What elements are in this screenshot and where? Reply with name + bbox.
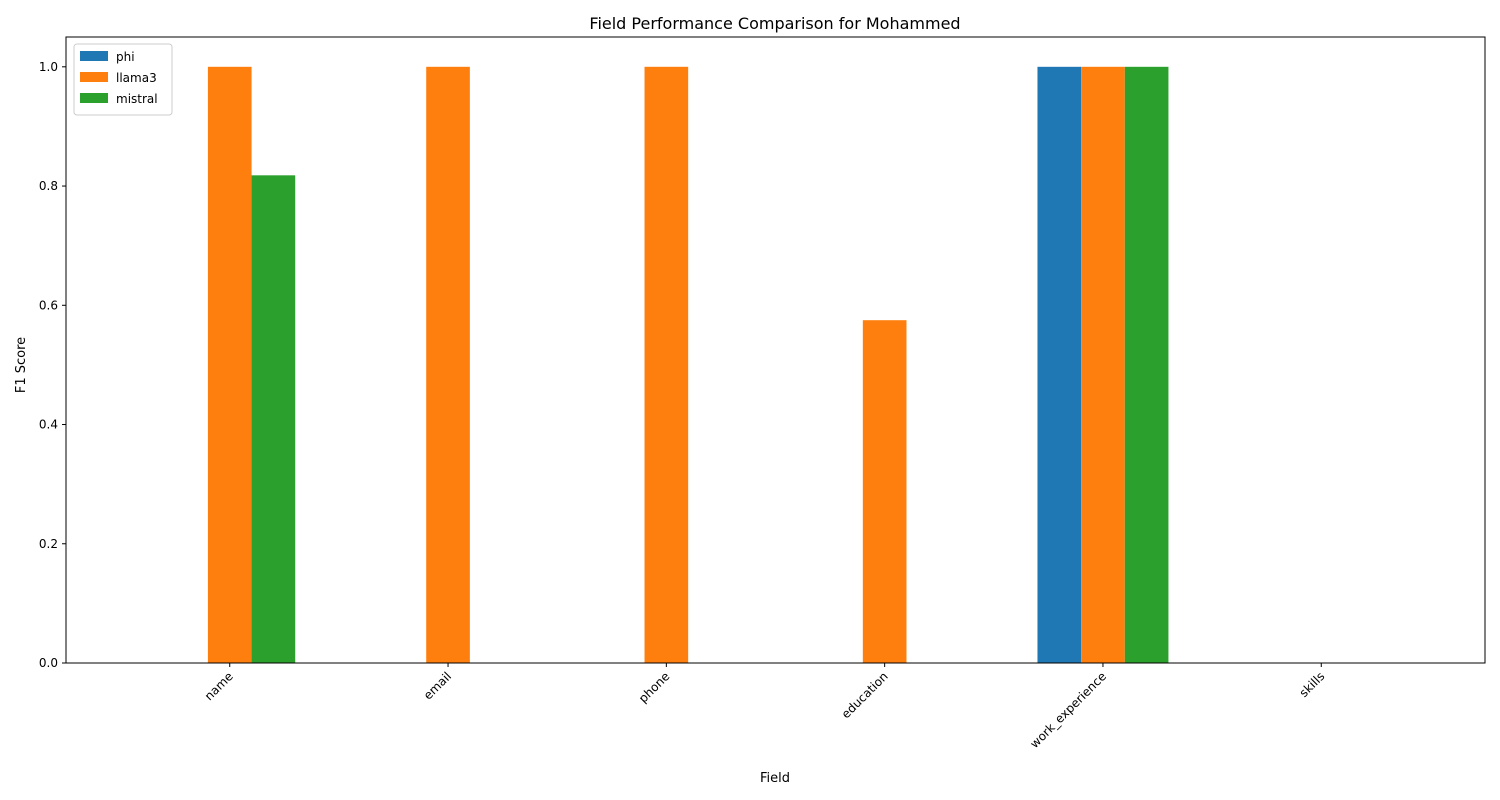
legend-label-mistral: mistral xyxy=(116,92,158,106)
legend-swatch-mistral xyxy=(80,93,108,103)
x-tick-label: phone xyxy=(636,669,672,705)
bar-mistral-name xyxy=(251,175,296,663)
bar-mistral-work_experience xyxy=(1124,66,1169,663)
legend-label-phi: phi xyxy=(116,50,135,64)
bar-llama3-education xyxy=(862,320,907,663)
x-tick-label: name xyxy=(202,669,236,703)
y-tick-label: 0.2 xyxy=(39,537,58,551)
bar-llama3-email xyxy=(426,66,470,663)
bar-llama3-phone xyxy=(644,66,689,663)
y-tick-label: 1.0 xyxy=(39,60,58,74)
legend-label-llama3: llama3 xyxy=(116,71,157,85)
y-tick-label: 0.0 xyxy=(39,656,58,670)
chart-title: Field Performance Comparison for Mohamme… xyxy=(589,14,960,33)
x-axis-label: Field xyxy=(760,771,790,786)
y-axis-label: F1 Score xyxy=(14,337,29,393)
legend-swatch-phi xyxy=(80,51,108,61)
y-tick-label: 0.8 xyxy=(39,179,58,193)
x-tick-label: email xyxy=(421,669,454,702)
x-tick-label: education xyxy=(839,669,891,721)
legend-swatch-llama3 xyxy=(80,72,108,82)
bars-layer xyxy=(207,66,1169,663)
bar-llama3-name xyxy=(207,66,252,663)
plot-frame xyxy=(65,36,1486,664)
x-tick-label: skills xyxy=(1297,669,1328,700)
y-tick-label: 0.6 xyxy=(39,298,58,312)
bar-phi-work_experience xyxy=(1037,66,1082,663)
bar-llama3-work_experience xyxy=(1081,66,1125,663)
y-tick-label: 0.4 xyxy=(39,418,58,432)
x-tick-label: work_experience xyxy=(1027,669,1109,751)
legend: phi llama3 mistral xyxy=(73,43,173,116)
